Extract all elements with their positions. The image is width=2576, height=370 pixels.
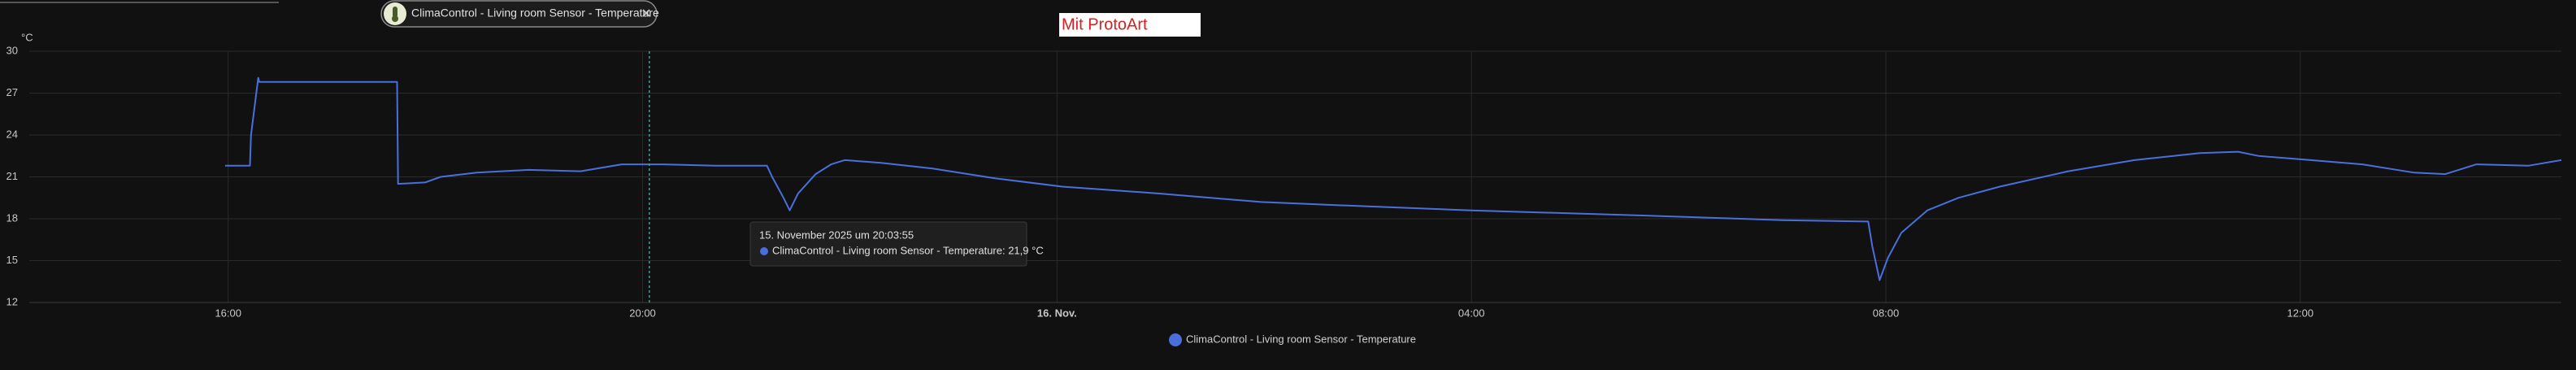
tooltip-text: ClimaControl - Living room Sensor - Temp… (772, 244, 1044, 256)
y-tick-label: 21 (7, 170, 18, 182)
legend-label: ClimaControl - Living room Sensor - Temp… (1186, 333, 1416, 345)
x-tick-label: 08:00 (1873, 307, 1900, 319)
chip-label: ClimaControl - Living room Sensor - Temp… (411, 7, 659, 20)
y-tick-label: 30 (7, 44, 18, 56)
tooltip-marker (760, 247, 768, 255)
series-line (224, 76, 2562, 281)
legend-item[interactable]: ClimaControl - Living room Sensor - Temp… (1169, 333, 1416, 346)
y-tick-label: 12 (7, 295, 18, 307)
x-tick-label: 20:00 (629, 307, 656, 319)
y-tick-label: 18 (7, 211, 18, 224)
x-tick-label: 12:00 (2287, 307, 2314, 319)
tooltip-title: 15. November 2025 um 20:03:55 (759, 229, 914, 241)
legend-marker (1169, 333, 1182, 346)
tooltip-box (749, 221, 1027, 267)
x-tick-label: 16:00 (215, 307, 241, 319)
y-tick-label: 15 (7, 254, 18, 266)
watermark-box (1059, 13, 1201, 37)
watermark: Mit ProtoArt (1062, 15, 1148, 33)
y-tick-label: 27 (7, 86, 18, 98)
chip-body (380, 0, 658, 28)
y-tick-label: 24 (7, 128, 18, 140)
thermometer-bulb (392, 15, 398, 22)
filter-chip[interactable]: ClimaControl - Living room Sensor - Temp… (380, 0, 659, 28)
x-tick-label: 04:00 (1458, 307, 1485, 319)
thermometer-icon (393, 7, 397, 18)
tooltip: 15. November 2025 um 20:03:55 ClimaContro… (749, 221, 1044, 267)
x-tick-label: 16. Nov. (1037, 307, 1077, 319)
chip-remove[interactable] (642, 9, 650, 17)
y-axis-label: °C (21, 31, 33, 43)
